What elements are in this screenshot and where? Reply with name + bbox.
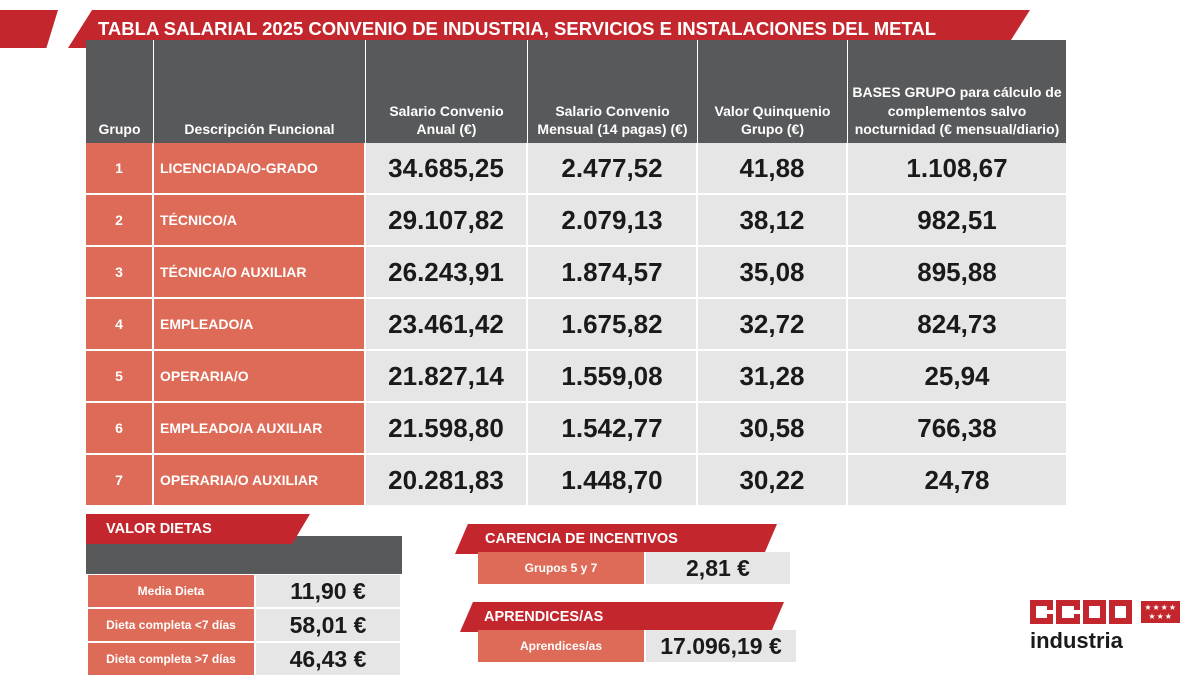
- cell-grupo: 1: [86, 143, 154, 195]
- logo-text: industria: [1030, 628, 1123, 653]
- table-row: 1 LICENCIADA/O-GRADO 34.685,25 2.477,52 …: [86, 143, 1066, 195]
- cell-grupo: 6: [86, 403, 154, 455]
- cell-descripcion: EMPLEADO/A: [154, 299, 366, 351]
- cell-quinquenio: 38,12: [698, 195, 848, 247]
- cell-quinquenio: 30,58: [698, 403, 848, 455]
- cell-grupo: 5: [86, 351, 154, 403]
- ccoo-industria-logo: ★★★★ ★★★ industria: [1030, 600, 1180, 662]
- cell-mensual: 1.542,77: [528, 403, 698, 455]
- table-row: 7 OPERARIA/O AUXILIAR 20.281,83 1.448,70…: [86, 455, 1066, 507]
- cell-bases: 824,73: [848, 299, 1066, 351]
- cell-anual: 21.827,14: [366, 351, 528, 403]
- table-header-row: Grupo Descripción Funcional Salario Conv…: [86, 40, 1066, 143]
- cell-bases: 25,94: [848, 351, 1066, 403]
- cell-mensual: 1.448,70: [528, 455, 698, 507]
- cell-quinquenio: 30,22: [698, 455, 848, 507]
- logo-letter-c: [1030, 600, 1054, 624]
- dietas-value: 11,90 €: [256, 575, 400, 607]
- cell-quinquenio: 35,08: [698, 247, 848, 299]
- cell-anual: 23.461,42: [366, 299, 528, 351]
- dietas-row: Dieta completa >7 días 46,43 €: [88, 643, 400, 675]
- cell-descripcion: OPERARIA/O: [154, 351, 366, 403]
- dietas-label: Dieta completa <7 días: [88, 609, 256, 641]
- dietas-value: 58,01 €: [256, 609, 400, 641]
- header-bases-grupo: BASES GRUPO para cálculo de complementos…: [848, 40, 1066, 143]
- cell-bases: 982,51: [848, 195, 1066, 247]
- dietas-row: Dieta completa <7 días 58,01 €: [88, 609, 400, 641]
- title-decoration: [0, 10, 58, 48]
- dietas-label: Dieta completa >7 días: [88, 643, 256, 675]
- cell-anual: 26.243,91: [366, 247, 528, 299]
- cell-bases: 1.108,67: [848, 143, 1066, 195]
- logo-letter-o: [1082, 600, 1106, 624]
- dietas-title: VALOR DIETAS: [86, 514, 310, 544]
- cell-grupo: 2: [86, 195, 154, 247]
- table-row: 6 EMPLEADO/A AUXILIAR 21.598,80 1.542,77…: [86, 403, 1066, 455]
- ccoo-logo-mark: ★★★★ ★★★: [1030, 600, 1180, 624]
- header-salario-mensual: Salario Convenio Mensual (14 pagas) (€): [528, 40, 698, 143]
- cell-anual: 21.598,80: [366, 403, 528, 455]
- carencia-title: CARENCIA DE INCENTIVOS: [455, 524, 777, 554]
- cell-descripcion: OPERARIA/O AUXILIAR: [154, 455, 366, 507]
- logo-letter-c: [1056, 600, 1080, 624]
- cell-quinquenio: 41,88: [698, 143, 848, 195]
- header-salario-anual: Salario Convenio Anual (€): [366, 40, 528, 143]
- cell-quinquenio: 32,72: [698, 299, 848, 351]
- cell-bases: 766,38: [848, 403, 1066, 455]
- cell-descripcion: EMPLEADO/A AUXILIAR: [154, 403, 366, 455]
- aprendices-row: Aprendices/as 17.096,19 €: [478, 630, 796, 662]
- carencia-row: Grupos 5 y 7 2,81 €: [478, 552, 790, 584]
- aprendices-value: 17.096,19 €: [646, 630, 796, 662]
- cell-mensual: 2.477,52: [528, 143, 698, 195]
- aprendices-title: APRENDICES/AS: [460, 602, 784, 632]
- table-row: 5 OPERARIA/O 21.827,14 1.559,08 31,28 25…: [86, 351, 1066, 403]
- cell-grupo: 4: [86, 299, 154, 351]
- dietas-label: Media Dieta: [88, 575, 256, 607]
- cell-bases: 24,78: [848, 455, 1066, 507]
- dietas-row: Media Dieta 11,90 €: [88, 575, 400, 607]
- cell-anual: 34.685,25: [366, 143, 528, 195]
- cell-bases: 895,88: [848, 247, 1066, 299]
- cell-mensual: 1.559,08: [528, 351, 698, 403]
- cell-grupo: 3: [86, 247, 154, 299]
- cell-mensual: 1.675,82: [528, 299, 698, 351]
- carencia-value: 2,81 €: [646, 552, 790, 584]
- table-row: 2 TÉCNICO/A 29.107,82 2.079,13 38,12 982…: [86, 195, 1066, 247]
- carencia-label: Grupos 5 y 7: [478, 552, 646, 584]
- cell-mensual: 1.874,57: [528, 247, 698, 299]
- header-quinquenio: Valor Quinquenio Grupo (€): [698, 40, 848, 143]
- table-row: 3 TÉCNICA/O AUXILIAR 26.243,91 1.874,57 …: [86, 247, 1066, 299]
- header-grupo: Grupo: [86, 40, 154, 143]
- cell-anual: 29.107,82: [366, 195, 528, 247]
- cell-mensual: 2.079,13: [528, 195, 698, 247]
- stars-icon: ★★★★ ★★★: [1141, 601, 1180, 623]
- cell-descripcion: TÉCNICA/O AUXILIAR: [154, 247, 366, 299]
- cell-grupo: 7: [86, 455, 154, 507]
- cell-quinquenio: 31,28: [698, 351, 848, 403]
- header-descripcion: Descripción Funcional: [154, 40, 366, 143]
- aprendices-label: Aprendices/as: [478, 630, 646, 662]
- cell-descripcion: TÉCNICO/A: [154, 195, 366, 247]
- logo-letter-o: [1108, 600, 1133, 624]
- cell-anual: 20.281,83: [366, 455, 528, 507]
- salary-table: Grupo Descripción Funcional Salario Conv…: [86, 40, 1066, 507]
- cell-descripcion: LICENCIADA/O-GRADO: [154, 143, 366, 195]
- dietas-value: 46,43 €: [256, 643, 400, 675]
- table-row: 4 EMPLEADO/A 23.461,42 1.675,82 32,72 82…: [86, 299, 1066, 351]
